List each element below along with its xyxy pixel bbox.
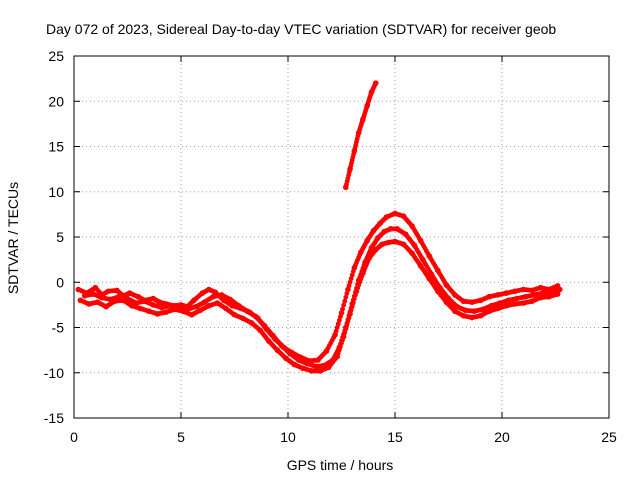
data-point <box>372 80 379 86</box>
y-tick-label: 0 <box>56 274 64 290</box>
data-point-interp <box>354 285 359 291</box>
data-point-interp <box>349 272 355 278</box>
data-point <box>342 324 349 331</box>
data-point-interp <box>334 325 340 330</box>
y-tick-label: -5 <box>52 320 65 336</box>
y-tick-label: 20 <box>48 93 64 109</box>
y-tick-label: 5 <box>56 229 64 245</box>
x-tick-label: 20 <box>494 429 510 445</box>
data-point-interp <box>353 289 358 295</box>
data-point <box>338 310 345 316</box>
x-tick-label: 0 <box>70 429 78 445</box>
y-tick-label: 10 <box>48 184 64 200</box>
data-point-interp <box>347 279 353 285</box>
data-point-interp <box>342 298 348 304</box>
data-point-interp <box>347 309 353 315</box>
y-tick-label: 25 <box>48 48 64 64</box>
x-tick-label: 10 <box>280 429 296 445</box>
data-point-interp <box>346 313 352 319</box>
x-tick-label: 5 <box>177 429 185 445</box>
data-point <box>349 301 356 307</box>
data-point-interp <box>341 302 347 308</box>
grid-lines <box>74 56 609 418</box>
data-point-interp <box>351 293 357 299</box>
x-tick-label: 15 <box>387 429 403 445</box>
data-point-interp <box>333 328 339 334</box>
data-point-interp <box>336 317 342 323</box>
data-point-interp <box>346 283 352 289</box>
x-axis-label: GPS time / hours <box>287 457 394 473</box>
data-series-sdtvar <box>75 80 563 374</box>
y-tick-label: 15 <box>48 139 64 155</box>
data-point-interp <box>344 321 350 326</box>
data-point-interp <box>345 317 351 323</box>
data-point <box>556 286 563 293</box>
y-tick-label: -15 <box>44 410 64 426</box>
y-axis-label: SDTVAR / TECUs <box>5 182 21 294</box>
x-tick-label: 25 <box>601 429 617 445</box>
data-point-interp <box>348 276 354 282</box>
data-point-interp <box>350 297 356 303</box>
data-point-interp <box>335 321 341 327</box>
data-point-interp <box>343 294 349 300</box>
y-tick-label: -10 <box>44 365 64 381</box>
axis-ticks: 0 5 10 15 20 25 -15 -10 -5 0 5 10 15 20 25 <box>44 48 617 445</box>
data-point-interp <box>340 306 345 312</box>
chart-title: Day 072 of 2023, Sidereal Day-to-day VTE… <box>46 21 556 37</box>
